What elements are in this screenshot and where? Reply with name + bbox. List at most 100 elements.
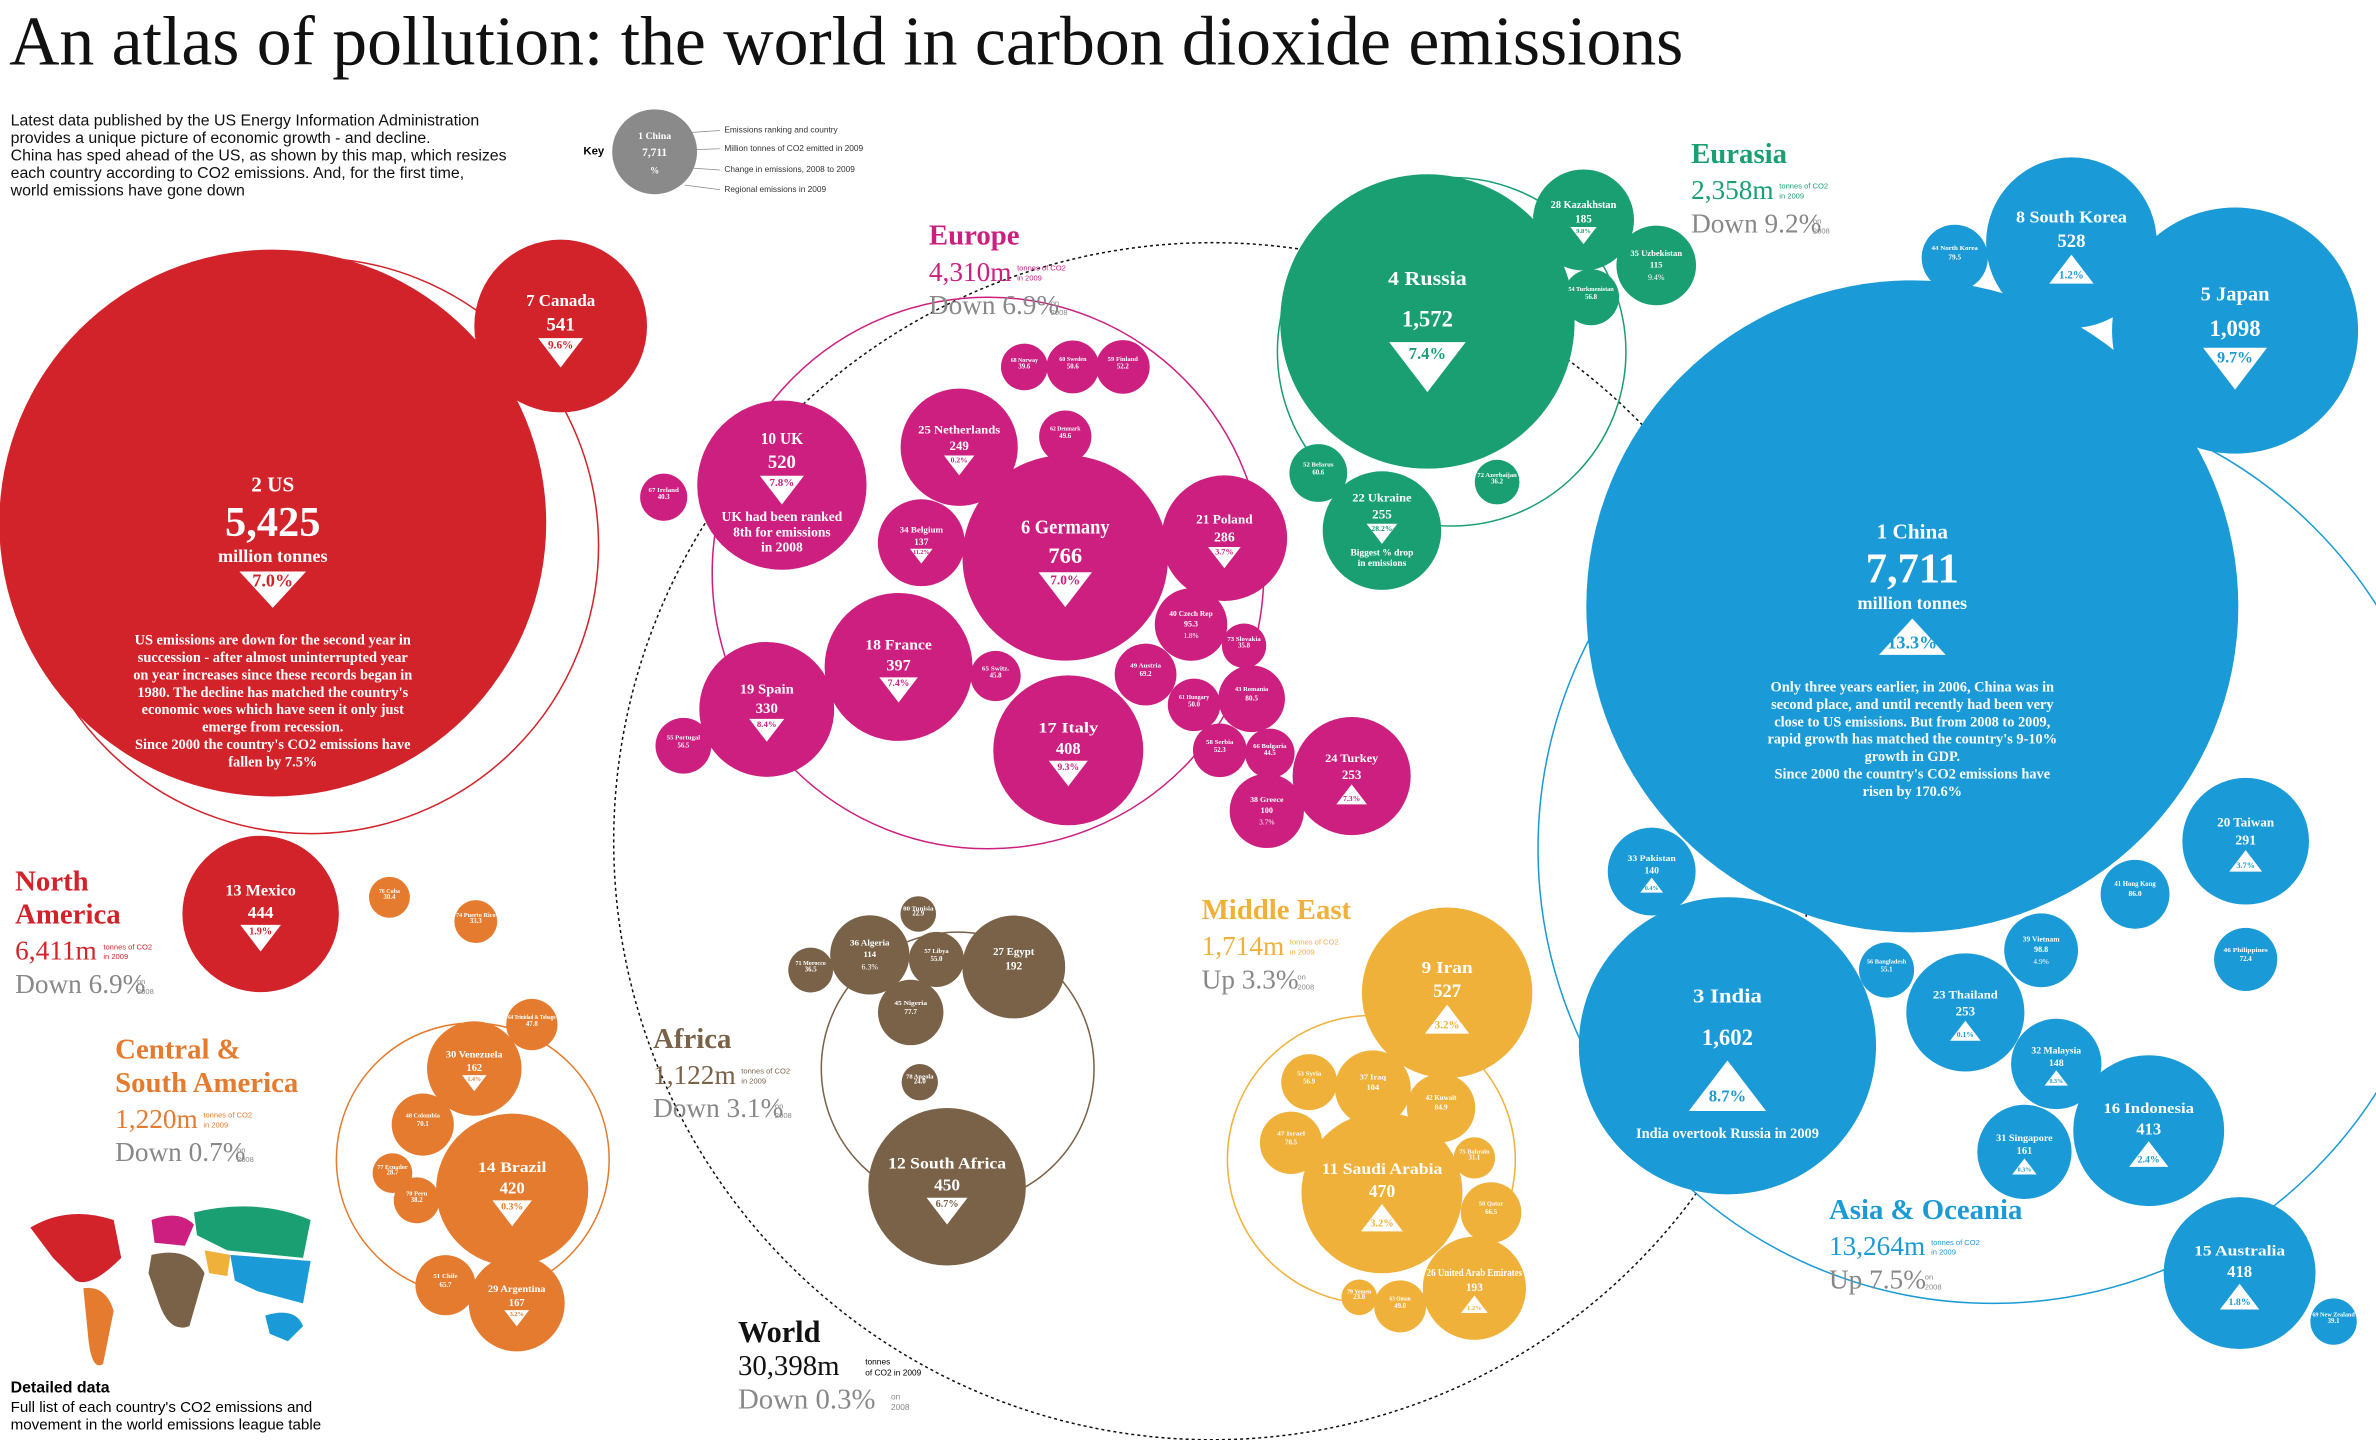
country-change: 6.7%: [936, 1199, 959, 1210]
change-arrow: [1949, 1020, 1981, 1041]
change-arrow: [240, 924, 281, 952]
country-bubble: [1906, 953, 2025, 1072]
country-value: 69.2: [1140, 671, 1152, 678]
country-change: 7.0%: [252, 570, 293, 590]
change-arrow: [1336, 784, 1368, 805]
country-label: 27 Egypt: [993, 947, 1035, 958]
country-bubble: [1607, 827, 1696, 916]
country-value: 65.7: [440, 1282, 452, 1289]
country-value: 36.2: [1491, 479, 1503, 486]
country-bubble: [372, 1153, 413, 1193]
country-change: 3.7%: [1215, 547, 1233, 556]
country-bubble: [393, 1177, 440, 1224]
country-note: US emissions are down for the second yea…: [135, 633, 411, 649]
country-bubble: [830, 915, 910, 995]
country-value: 77.7: [904, 1008, 917, 1016]
country-label: 33 Pakistan: [1628, 853, 1676, 863]
country-label: 80 Tunisia: [903, 906, 933, 912]
country-note: 1980. The decline has matched the countr…: [137, 685, 408, 701]
country-note: India overtook Russia in 2009: [1636, 1126, 1819, 1142]
region-change: Down 6.9%: [929, 290, 1059, 320]
country-note: in emissions: [1358, 559, 1407, 569]
country-bubble: [1977, 1104, 2072, 1199]
country-label: 20 Taiwan: [2217, 815, 2274, 829]
country-bubble: [1192, 723, 1247, 778]
country-change: 9.8%: [1576, 228, 1591, 235]
change-arrow: [2012, 1158, 2037, 1175]
country-bubble: [2182, 777, 2310, 905]
region-unit: tonnes of CO2: [1931, 1238, 1980, 1247]
region-unit: tonnes of CO2: [203, 1110, 252, 1119]
country-bubble: [1259, 1111, 1323, 1174]
change-arrow: [1460, 1295, 1488, 1313]
footer-line: movement in the world emissions league t…: [11, 1416, 322, 1433]
country-bubble: [1114, 643, 1177, 706]
country-label: 22 Ukraine: [1352, 491, 1411, 505]
country-value: 30.4: [383, 894, 395, 901]
country-change: 7.4%: [888, 678, 910, 689]
country-label: 68 Norway: [1011, 358, 1038, 364]
country-bubble: [2100, 859, 2170, 929]
country-bubble: [824, 592, 973, 741]
country-value: 33.3: [470, 918, 482, 925]
country-label: 46 Philippines: [2224, 947, 2269, 954]
country-bubble: [1280, 174, 1575, 469]
region-unit: in 2009: [1931, 1248, 1956, 1257]
country-value: 5,425: [225, 499, 320, 546]
country-value: 84.9: [1434, 1103, 1447, 1112]
country-value: 38.2: [411, 1197, 423, 1204]
country-label: 50 Qatar: [1479, 1201, 1504, 1207]
country-value: 24.0: [914, 1079, 926, 1086]
region-change: Down 3.1%: [653, 1093, 783, 1123]
country-value: 55.0: [931, 956, 943, 963]
country-value: 86.0: [2128, 889, 2141, 898]
country-bubble: [1616, 225, 1697, 306]
key-sample: 1 China: [638, 131, 671, 142]
intro-line: Latest data published by the US Energy I…: [11, 113, 480, 130]
country-note: economic woes which have seen it only ju…: [142, 702, 405, 718]
country-value: 291: [2235, 833, 2256, 848]
country-label: 35 Uzbekistan: [1630, 249, 1682, 258]
country-label: 25 Netherlands: [918, 424, 1000, 437]
country-value: 413: [2136, 1119, 2161, 1138]
country-change: 9.3%: [1057, 762, 1079, 773]
country-value: 56.9: [1303, 1079, 1315, 1086]
region-on: 2008: [1051, 308, 1068, 317]
country-label: 60 Sweden: [1059, 357, 1087, 363]
region-on: on: [237, 1145, 245, 1154]
country-bubble: [962, 455, 1169, 661]
change-arrow: [492, 1200, 532, 1227]
change-arrow: [1366, 523, 1398, 544]
region-unit: tonnes of CO2: [1017, 263, 1066, 272]
country-note: Only three years earlier, in 2006, China…: [1771, 679, 2055, 695]
country-value: 253: [1956, 1003, 1976, 1018]
region-name: Eurasia: [1691, 138, 1787, 170]
country-change: 9.4%: [1648, 273, 1665, 282]
country-value: 40.3: [658, 494, 670, 501]
country-bubble: [901, 1063, 938, 1101]
country-label: 8 South Korea: [2016, 208, 2127, 227]
country-note: in 2008: [761, 540, 803, 555]
country-label: 65 Switz.: [982, 666, 1010, 672]
country-label: 71 Morocco: [796, 961, 826, 967]
country-change: 3.7%: [1259, 818, 1274, 827]
country-bubble: [1289, 444, 1348, 502]
region-unit: in 2009: [103, 952, 128, 961]
country-bubble: [2112, 207, 2359, 454]
country-value: 114: [863, 949, 876, 959]
country-label: 23 Thailand: [1933, 988, 1998, 1002]
country-label: 5 Japan: [2201, 284, 2270, 306]
country-note: second place, and until recently had bee…: [1771, 697, 2054, 713]
change-arrow: [2129, 1141, 2169, 1167]
country-change: 3.2%: [1435, 1020, 1460, 1032]
change-arrow: [1570, 227, 1597, 245]
country-unit: million tonnes: [1858, 593, 1968, 613]
country-bubble: [474, 239, 648, 413]
country-value: 70.1: [417, 1121, 430, 1128]
region-name: Middle East: [1202, 894, 1352, 926]
country-label: 76 Cuba: [379, 889, 400, 895]
country-value: 7,711: [1866, 546, 1959, 593]
country-change: 9.7%: [2217, 350, 2253, 367]
country-note: close to US emissions. But from 2008 to …: [1774, 714, 2050, 730]
